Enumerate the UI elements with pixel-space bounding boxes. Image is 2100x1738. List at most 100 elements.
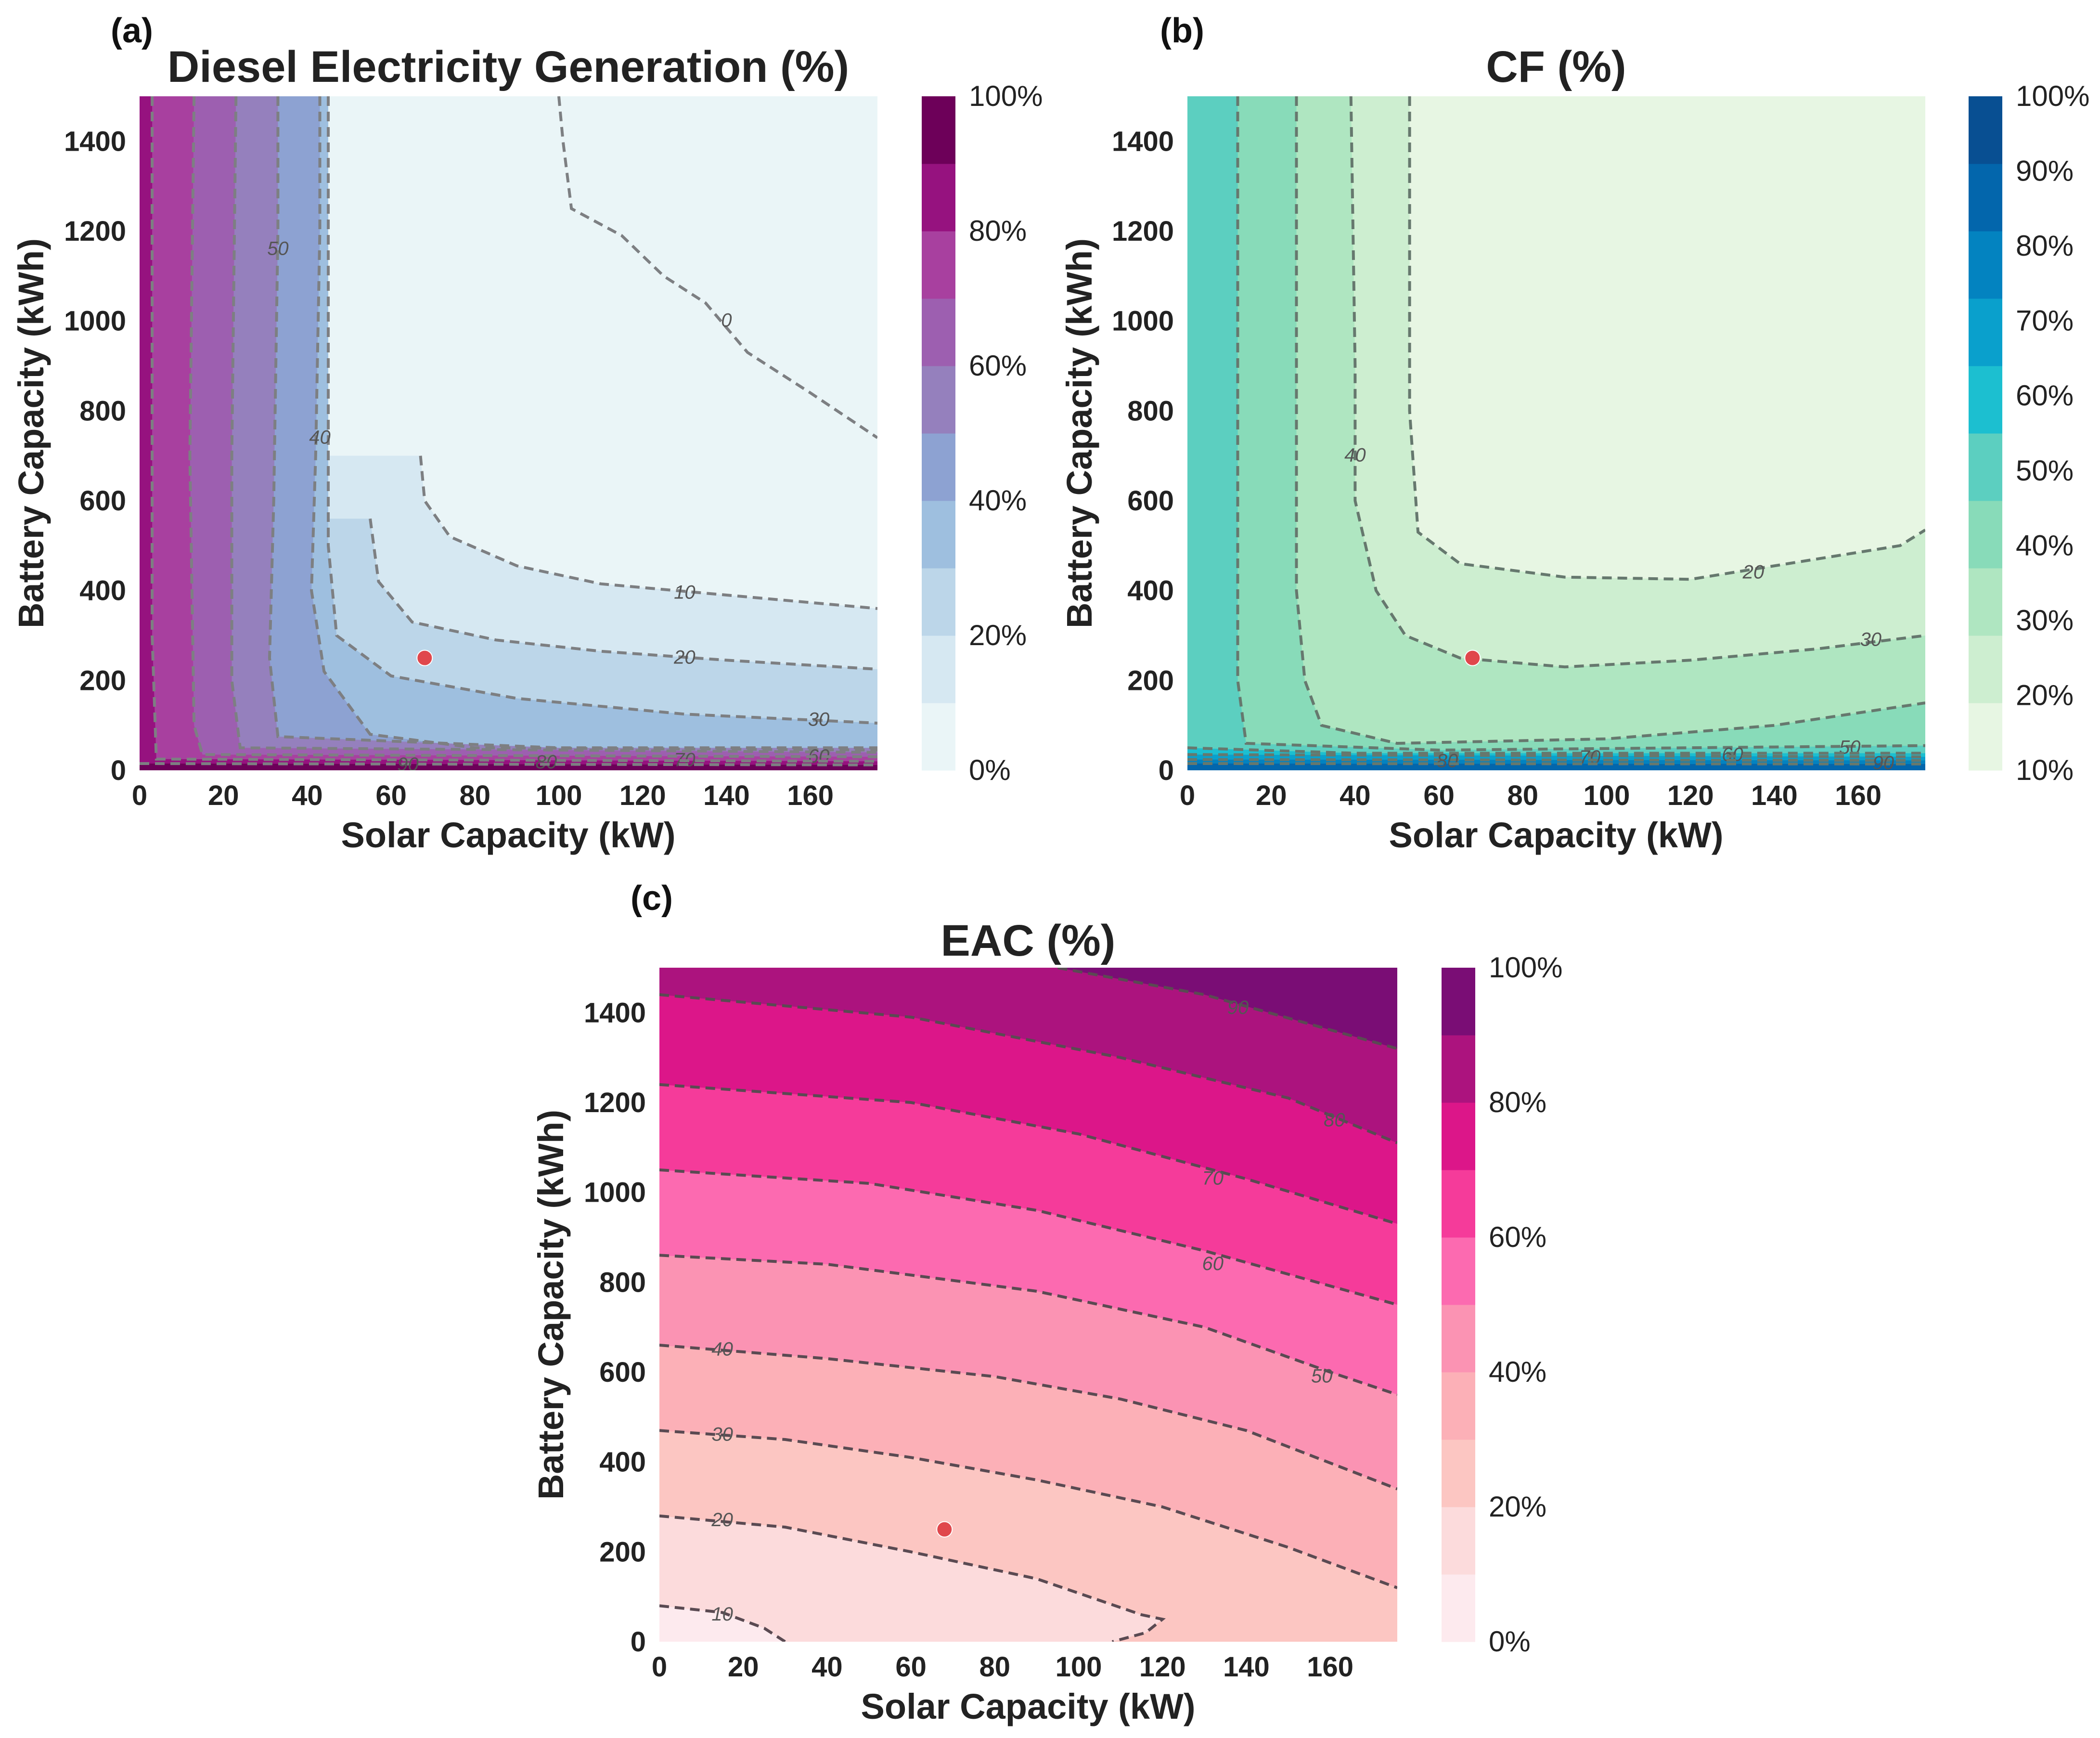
y-tick-0: 0	[111, 755, 126, 786]
y-tick-1400: 1400	[584, 997, 646, 1028]
contour-label-90: 90	[397, 754, 419, 775]
contour-label-20: 20	[1742, 561, 1765, 583]
x-tick-0: 0	[652, 1651, 667, 1683]
panel-c-xlabel: Solar Capacity (kW)	[861, 1686, 1196, 1726]
colorbar-tick-60%: 60%	[1489, 1221, 1546, 1253]
contour-line-30	[659, 1429, 1397, 1589]
contour-label-70: 70	[1202, 1168, 1224, 1189]
colorbar-segment-7	[1442, 1102, 1475, 1170]
contour-label-40: 40	[309, 427, 331, 448]
colorbar-tick-80%: 80%	[1489, 1086, 1546, 1118]
panel-a-x-ticks: 0 20 40 60 80 100 120 140 160	[132, 780, 834, 811]
y-tick-0: 0	[631, 1626, 646, 1658]
panel-b-xlabel: Solar Capacity (kW)	[1389, 815, 1724, 855]
x-tick-20: 20	[1256, 780, 1287, 811]
x-tick-20: 20	[208, 780, 239, 811]
colorbar-segment-2	[1442, 1440, 1475, 1507]
colorbar-tick-40%: 40%	[2016, 529, 2074, 561]
colorbar-tick-60%: 60%	[2016, 379, 2074, 412]
contour-line-80	[659, 993, 1397, 1144]
c-fill-region-80	[659, 968, 1397, 1143]
x-tick-120: 120	[1667, 780, 1714, 811]
contour-line-20	[659, 1514, 1166, 1642]
colorbar-segment-1	[922, 636, 955, 703]
y-tick-1200: 1200	[64, 216, 126, 247]
panel-a-colorbar: 0% 20% 40% 60% 80% 100%	[922, 80, 1043, 786]
x-tick-160: 160	[787, 780, 834, 811]
panel-c-colorbar: 0% 20% 40% 60% 80% 100%	[1442, 951, 1562, 1658]
colorbar-segment-3	[922, 501, 955, 569]
contour-label-60: 60	[1202, 1253, 1224, 1274]
contour-line-80	[151, 96, 877, 763]
contour-line-60	[659, 1168, 1397, 1306]
colorbar-tick-10%: 10%	[2016, 754, 2074, 786]
colorbar-segment-0	[1969, 703, 2002, 771]
contour-line-50	[1236, 96, 1925, 752]
x-tick-140: 140	[1751, 780, 1798, 811]
x-tick-100: 100	[536, 780, 582, 811]
colorbar-segment-9	[1442, 968, 1475, 1036]
contour-line-40	[659, 1344, 1397, 1491]
x-tick-140: 140	[703, 780, 750, 811]
panel-eac: (c) EAC (%) 10 20 30 40 50 60 70 80 90 0 20 40 60 80…	[531, 879, 1562, 1726]
colorbar-segment-2	[922, 568, 955, 636]
contour-label-60: 60	[1722, 744, 1743, 765]
colorbar-tick-40%: 40%	[969, 484, 1027, 517]
x-tick-60: 60	[375, 780, 407, 811]
colorbar-segment-9	[1969, 96, 2002, 164]
y-tick-200: 200	[79, 665, 126, 696]
panel-b-colorbar: 10% 20% 30% 40% 50% 60% 70% 80% 90% 100%	[1969, 80, 2089, 786]
colorbar-tick-0%: 0%	[1489, 1625, 1531, 1658]
colorbar-segment-4	[922, 433, 955, 501]
colorbar-segment-6	[1442, 1170, 1475, 1238]
a-fill-region-30	[140, 96, 877, 770]
y-tick-1400: 1400	[64, 126, 126, 157]
colorbar-segment-8	[922, 164, 955, 232]
a-fill-region-60	[140, 96, 877, 770]
x-tick-20: 20	[728, 1651, 759, 1683]
colorbar-segment-2	[1969, 568, 2002, 636]
contour-line-50	[659, 1254, 1397, 1396]
colorbar-segment-1	[1442, 1507, 1475, 1575]
y-tick-800: 800	[599, 1267, 646, 1298]
contour-label-50: 50	[267, 238, 289, 259]
contour-label-0: 0	[721, 310, 732, 331]
x-tick-80: 80	[979, 1651, 1011, 1683]
contour-label-10: 10	[674, 582, 696, 603]
y-tick-600: 600	[79, 485, 126, 517]
x-tick-60: 60	[895, 1651, 927, 1683]
contour-label-90: 90	[1227, 997, 1249, 1018]
colorbar-tick-20%: 20%	[1489, 1491, 1546, 1523]
y-tick-1000: 1000	[1112, 306, 1174, 337]
panel-diesel-generation: (a) Diesel Electricity Generation (%) 0 1…	[11, 12, 1043, 855]
contour-label-40: 40	[1344, 445, 1366, 466]
panel-a-title: Diesel Electricity Generation (%)	[167, 42, 849, 91]
colorbar-segment-5	[922, 366, 955, 434]
panel-a-ylabel: Battery Capacity (kWh)	[11, 238, 51, 628]
x-tick-100: 100	[1056, 1651, 1102, 1683]
colorbar-tick-0%: 0%	[969, 754, 1011, 786]
y-tick-200: 200	[599, 1536, 646, 1568]
panel-c-x-ticks: 0 20 40 60 80 100 120 140 160	[652, 1651, 1353, 1683]
x-tick-80: 80	[460, 780, 491, 811]
colorbar-segment-8	[1442, 1035, 1475, 1103]
colorbar-tick-70%: 70%	[2016, 305, 2074, 337]
colorbar-segment-0	[922, 703, 955, 771]
colorbar-segment-7	[1969, 231, 2002, 299]
x-tick-120: 120	[619, 780, 666, 811]
contour-label-80: 80	[536, 752, 557, 773]
panel-c-y-ticks: 0 200 400 600 800 1000 1200 1400	[584, 997, 646, 1658]
y-tick-800: 800	[1127, 395, 1174, 427]
panel-c-ylabel: Battery Capacity (kWh)	[531, 1110, 571, 1500]
contour-label-40: 40	[711, 1338, 733, 1360]
colorbar-tick-100%: 100%	[1489, 951, 1562, 984]
contour-label-20: 20	[711, 1509, 733, 1530]
c-fill-region-90	[659, 968, 1397, 1049]
highlight-point	[1464, 649, 1481, 666]
y-tick-400: 400	[1127, 575, 1174, 607]
contour-line-20	[1408, 96, 1925, 581]
contour-label-30: 30	[1860, 629, 1882, 650]
contour-label-10: 10	[711, 1604, 733, 1625]
colorbar-segment-1	[1969, 636, 2002, 703]
